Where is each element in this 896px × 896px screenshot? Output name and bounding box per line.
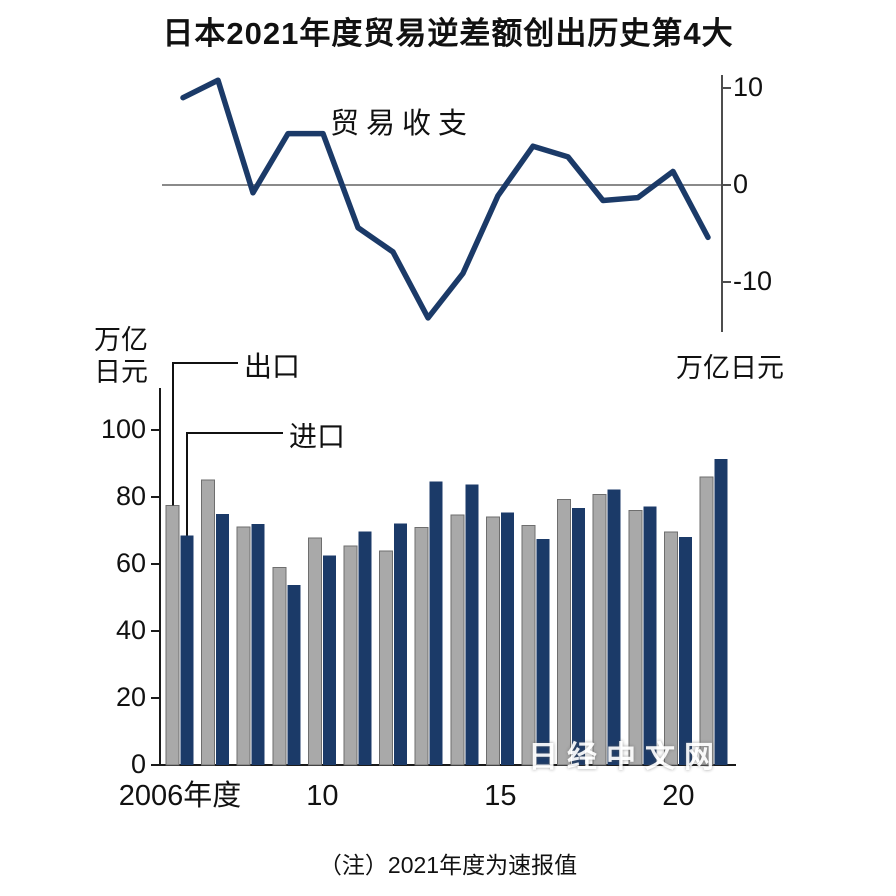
- import-bar: [322, 555, 336, 765]
- export-bar: [379, 550, 394, 766]
- legend-import-label: 进口: [289, 421, 346, 452]
- export-bar: [628, 510, 643, 766]
- import-bar: [429, 481, 443, 765]
- bar-chart-ytick-label: 0: [130, 749, 146, 779]
- bar-chart-xtick-label: 15: [484, 780, 517, 812]
- import-bar: [643, 506, 657, 765]
- line-chart-ytick-label: 0: [733, 169, 749, 199]
- export-bar: [236, 526, 251, 766]
- trade-balance-line: [180, 77, 711, 321]
- line-chart-ytick-label: -10: [733, 266, 773, 296]
- bar-axis-unit-label: 万亿 日元: [94, 325, 148, 388]
- import-bar: [358, 531, 372, 765]
- export-bar: [272, 566, 287, 766]
- import-bar: [251, 524, 265, 765]
- import-pointer-line: [186, 432, 283, 536]
- import-bar: [216, 513, 230, 765]
- export-bar: [663, 531, 678, 766]
- export-bar: [307, 537, 322, 766]
- export-bar: [592, 494, 607, 766]
- import-bar: [465, 484, 479, 765]
- legend-export-label: 出口: [244, 351, 301, 382]
- export-bar: [414, 526, 429, 766]
- export-bar: [699, 476, 714, 766]
- bar-chart-xtick-label: 10: [306, 780, 339, 812]
- export-bar: [521, 524, 536, 766]
- export-bar: [485, 516, 500, 766]
- bar-chart-ytick-label: 100: [100, 414, 146, 444]
- line-chart-ytick-label: 10: [733, 72, 764, 102]
- footnote: （注）2021年度为速报值: [318, 852, 578, 878]
- export-pointer-line: [172, 362, 238, 506]
- line-series-label: 贸易收支: [330, 108, 475, 140]
- import-bar: [678, 536, 692, 765]
- export-bar: [201, 479, 216, 766]
- bar-chart-xtick-label: 20: [662, 780, 695, 812]
- import-bar: [572, 508, 586, 765]
- line-axis-unit-label: 万亿日元: [676, 353, 784, 383]
- export-bar: [343, 545, 358, 766]
- bar-chart-xtick-label: 2006年度: [118, 780, 242, 812]
- bar-chart-ytick-label: 40: [115, 615, 146, 645]
- export-bar: [165, 504, 180, 766]
- import-bar: [536, 538, 550, 765]
- export-bar: [557, 499, 572, 766]
- import-bar: [607, 489, 621, 765]
- import-bar: [394, 523, 408, 765]
- import-bar: [287, 584, 301, 765]
- export-bar: [450, 514, 465, 766]
- bar-chart-ytick-label: 60: [115, 548, 146, 578]
- import-bar: [714, 459, 728, 765]
- import-bar: [180, 535, 194, 765]
- page-title: 日本2021年度贸易逆差额创出历史第4大: [162, 16, 734, 51]
- watermark: 日经中文网: [528, 741, 723, 774]
- bar-chart-ytick-label: 20: [115, 682, 146, 712]
- import-bar: [500, 512, 514, 765]
- bar-chart-ytick-label: 80: [115, 481, 146, 511]
